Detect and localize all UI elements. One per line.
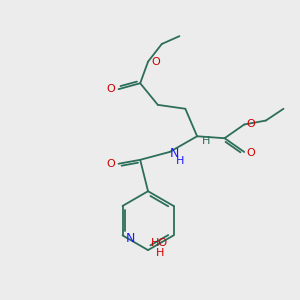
Text: N: N: [126, 232, 135, 245]
Text: H: H: [202, 136, 210, 146]
Text: O: O: [247, 119, 256, 130]
Text: H: H: [176, 156, 184, 166]
Text: O: O: [247, 148, 256, 158]
Text: HO: HO: [151, 238, 168, 248]
Text: H: H: [156, 248, 164, 258]
Text: O: O: [106, 159, 115, 169]
Text: O: O: [152, 57, 160, 67]
Text: N: N: [170, 147, 179, 161]
Text: O: O: [106, 84, 115, 94]
